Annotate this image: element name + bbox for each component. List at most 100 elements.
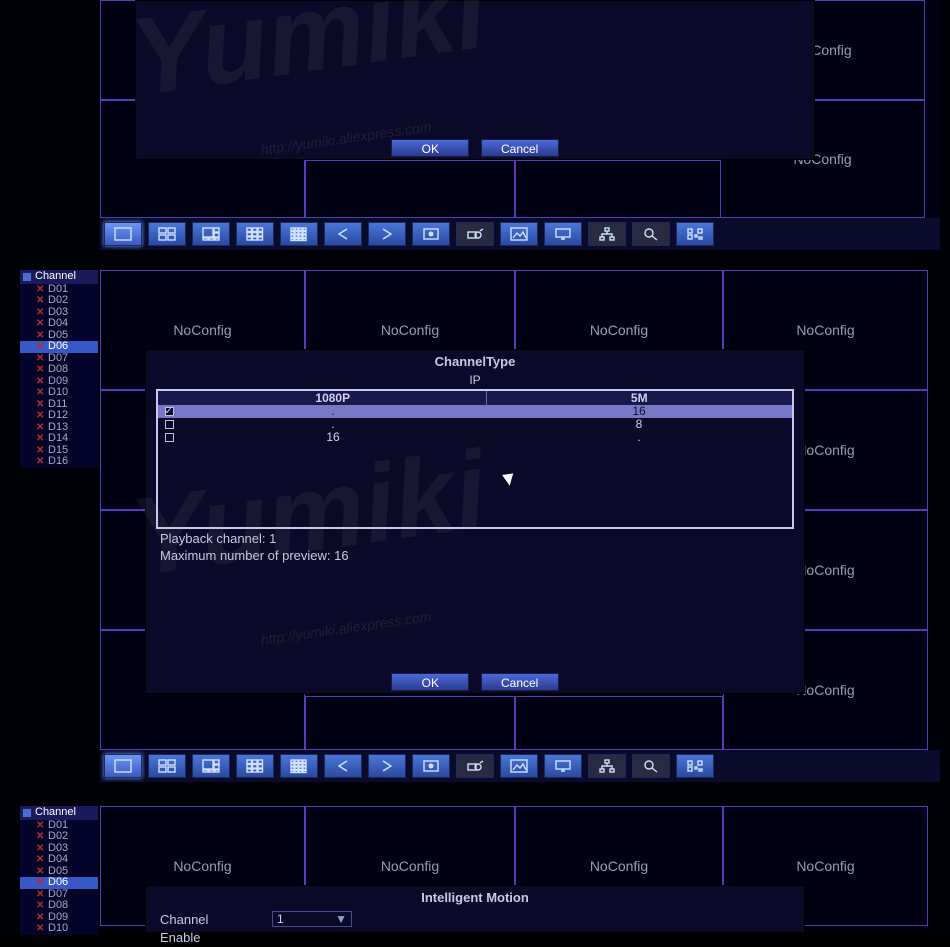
arrow-right-button[interactable] (368, 754, 406, 778)
noconfig-label: NoConfig (796, 682, 854, 698)
display-button[interactable] (544, 754, 582, 778)
cancel-button[interactable]: Cancel (481, 673, 559, 691)
status-x-icon: ✕ (36, 843, 46, 855)
ptz-button[interactable] (456, 222, 494, 246)
channel-tree-item[interactable]: ✕D10 (20, 387, 98, 399)
channel-select[interactable]: 1 ▼ (272, 911, 352, 927)
view-4-button[interactable] (148, 754, 186, 778)
view-8-icon (201, 758, 221, 774)
ok-button[interactable]: OK (391, 673, 469, 691)
status-x-icon: ✕ (36, 877, 46, 889)
status-x-icon: ✕ (36, 330, 46, 342)
channel-tree-item[interactable]: ✕D06 (20, 877, 98, 889)
noconfig-label: NoConfig (796, 562, 854, 578)
ip-label: IP (146, 373, 804, 387)
row-checkbox[interactable] (165, 420, 174, 429)
view-1-button[interactable] (104, 222, 142, 246)
status-x-icon: ✕ (36, 831, 46, 843)
channel-type-row[interactable]: .8 (158, 418, 792, 431)
channel-tree-item[interactable]: ✕D02 (20, 295, 98, 307)
channel-tree-item[interactable]: ✕D12 (20, 410, 98, 422)
channel-tree-item[interactable]: ✕D08 (20, 900, 98, 912)
image-setting-button[interactable] (500, 222, 538, 246)
grid-cell[interactable] (305, 696, 515, 750)
rec-button[interactable] (412, 754, 450, 778)
cancel-button[interactable]: Cancel (481, 139, 559, 157)
channel-tree-item[interactable]: ✕D14 (20, 433, 98, 445)
channel-id-label: D08 (48, 900, 68, 912)
network-icon (597, 758, 617, 774)
table-header: 1080P 5M (158, 391, 792, 405)
view-1-button[interactable] (104, 754, 142, 778)
view-16-button[interactable] (280, 754, 318, 778)
grid-cell[interactable] (515, 160, 723, 218)
network-button[interactable] (588, 222, 626, 246)
channel-id-label: D14 (48, 433, 68, 445)
channel-type-row[interactable]: .16 (158, 405, 792, 418)
noconfig-label: NoConfig (173, 858, 231, 874)
channel-tree-header: Channel (20, 806, 98, 820)
cell-5m: . (486, 431, 792, 444)
channel-tree-item[interactable]: ✕D02 (20, 831, 98, 843)
status-x-icon: ✕ (36, 376, 46, 388)
noconfig-label: NoConfig (590, 322, 648, 338)
channel-tree: Channel ✕D01✕D02✕D03✕D04✕D05✕D06✕D07✕D08… (20, 270, 98, 468)
tree-icon (22, 272, 32, 282)
status-x-icon: ✕ (36, 364, 46, 376)
view-4-button[interactable] (148, 222, 186, 246)
view-16-button[interactable] (280, 222, 318, 246)
view-9-button[interactable] (236, 754, 274, 778)
view-8-button[interactable] (192, 222, 230, 246)
network-icon (597, 226, 617, 242)
channel-tree: Channel ✕D01✕D02✕D03✕D04✕D05✕D06✕D07✕D08… (20, 806, 98, 935)
search-button[interactable] (632, 222, 670, 246)
status-x-icon: ✕ (36, 866, 46, 878)
ptz-icon (465, 226, 485, 242)
display-button[interactable] (544, 222, 582, 246)
status-x-icon: ✕ (36, 341, 46, 353)
ptz-button[interactable] (456, 754, 494, 778)
row-checkbox[interactable] (165, 407, 174, 416)
channel-tree-item[interactable]: ✕D06 (20, 341, 98, 353)
channel-id-label: D04 (48, 854, 68, 866)
arrow-left-button[interactable] (324, 222, 362, 246)
section-1: NoConfig NoConfig OK Cancel (0, 0, 950, 262)
max-preview-info: Maximum number of preview: 16 (160, 548, 790, 563)
network-button[interactable] (588, 754, 626, 778)
section-2: Channel ✕D01✕D02✕D03✕D04✕D05✕D06✕D07✕D08… (0, 266, 950, 798)
image-setting-icon (509, 226, 529, 242)
search-button[interactable] (632, 754, 670, 778)
arrow-left-button[interactable] (324, 754, 362, 778)
rec-icon (421, 226, 441, 242)
channel-id-label: D02 (48, 831, 68, 843)
rec-button[interactable] (412, 222, 450, 246)
view-8-button[interactable] (192, 754, 230, 778)
channel-id-label: D06 (48, 877, 68, 889)
grid-cell[interactable] (515, 696, 723, 750)
image-setting-button[interactable] (500, 754, 538, 778)
qrcode-button[interactable] (676, 754, 714, 778)
grid-cell[interactable] (305, 160, 515, 218)
status-x-icon: ✕ (36, 387, 46, 399)
channel-label: Channel (160, 912, 260, 927)
display-icon (553, 758, 573, 774)
channel-tree-item[interactable]: ✕D08 (20, 364, 98, 376)
toolbar (100, 218, 940, 250)
channel-tree-item[interactable]: ✕D04 (20, 318, 98, 330)
view-9-button[interactable] (236, 222, 274, 246)
ok-button[interactable]: OK (391, 139, 469, 157)
arrow-right-icon (377, 226, 397, 242)
channel-tree-item[interactable]: ✕D04 (20, 854, 98, 866)
channel-type-row[interactable]: 16. (158, 431, 792, 444)
arrow-right-button[interactable] (368, 222, 406, 246)
channel-tree-header: Channel (20, 270, 98, 284)
channel-tree-item[interactable]: ✕D16 (20, 456, 98, 468)
arrow-right-icon (377, 758, 397, 774)
qrcode-button[interactable] (676, 222, 714, 246)
qrcode-icon (685, 758, 705, 774)
view-4-icon (157, 226, 177, 242)
status-x-icon: ✕ (36, 854, 46, 866)
status-x-icon: ✕ (36, 820, 46, 832)
dialog-partial-top: OK Cancel (135, 0, 815, 160)
row-checkbox[interactable] (165, 433, 174, 442)
